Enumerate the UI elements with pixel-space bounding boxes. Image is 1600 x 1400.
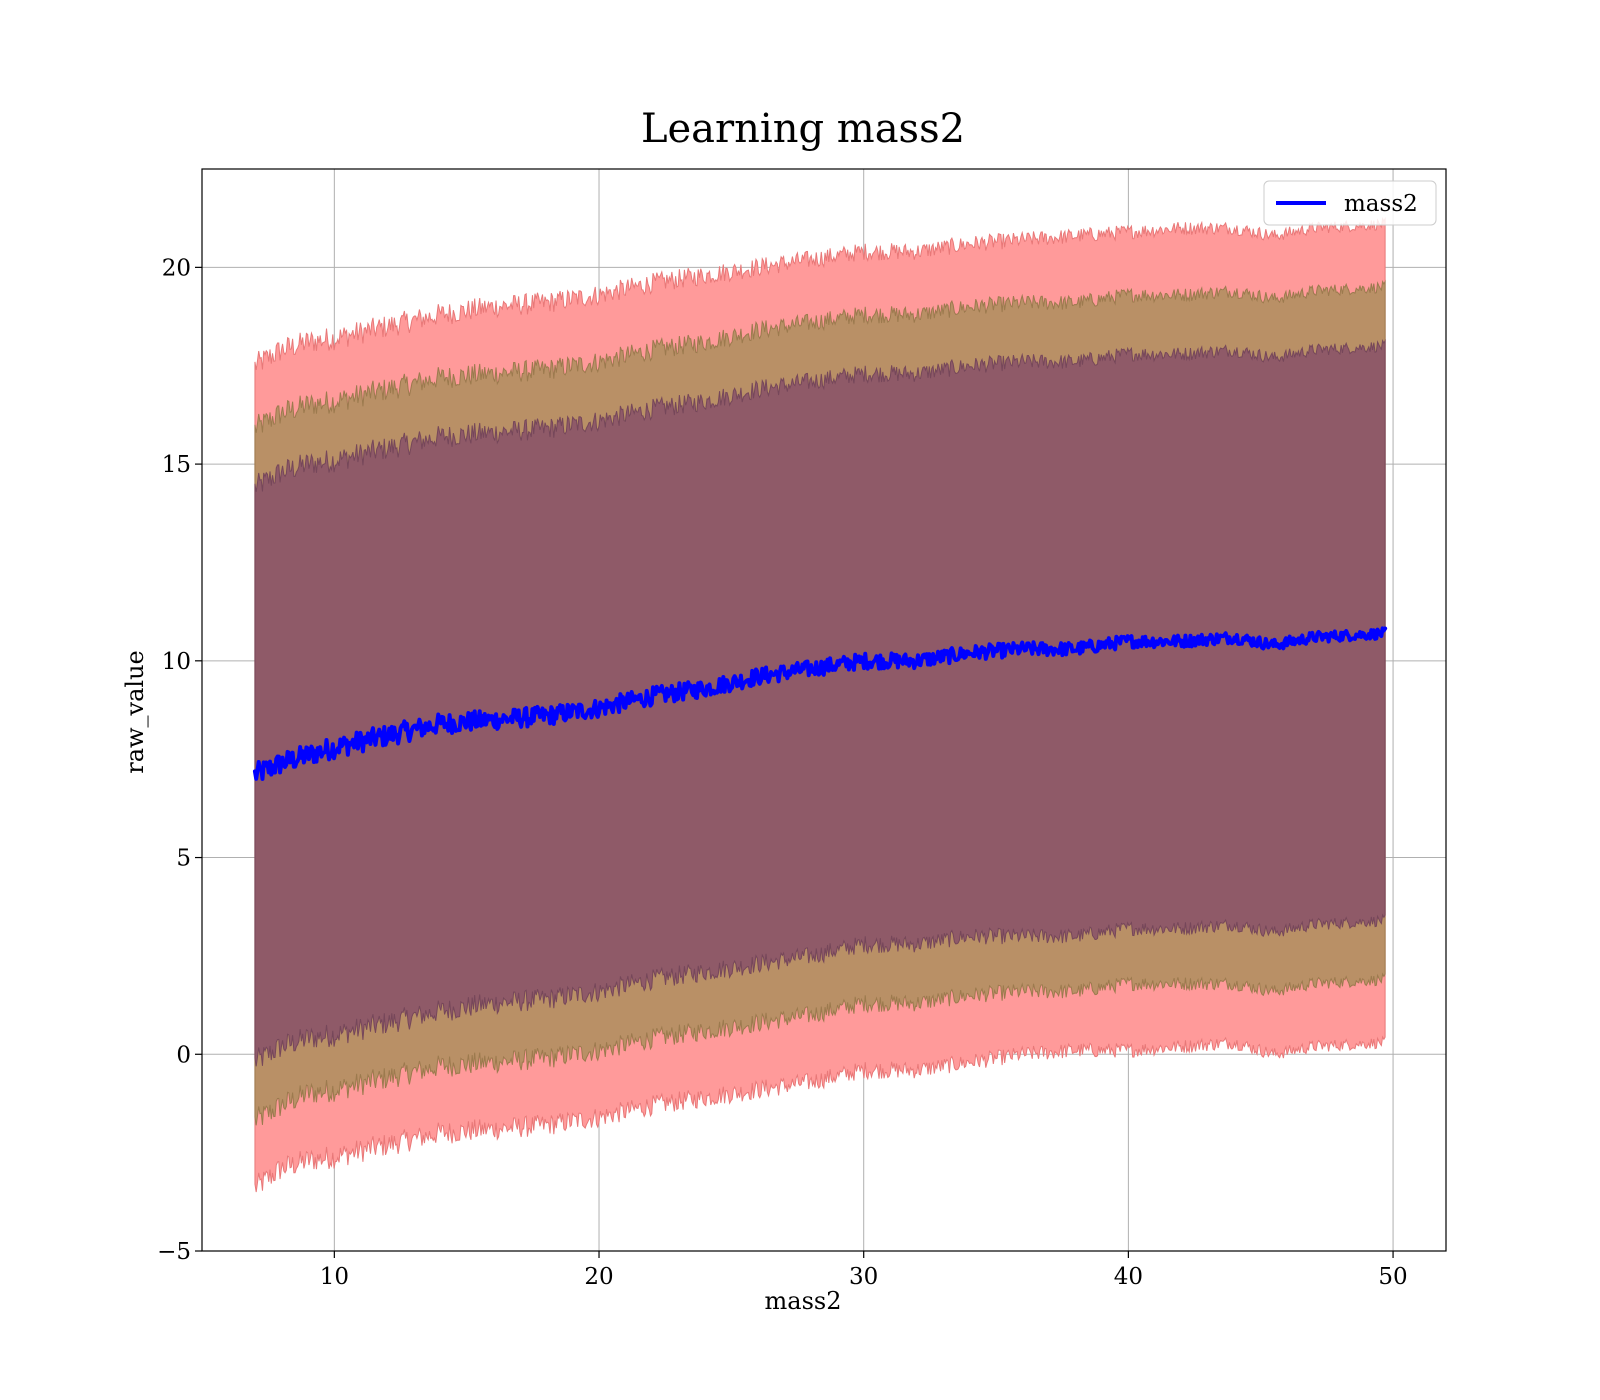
plot-area: 10 20 30 40 50 −5 0 5 10 15 20 (157, 168, 1447, 1290)
x-tick-label: 10 (320, 1264, 349, 1290)
confidence-bands (254, 216, 1386, 1193)
band-1sigma (254, 338, 1386, 1067)
x-tick-label: 20 (584, 1264, 613, 1290)
series (252, 626, 1388, 781)
y-tick-label: 5 (176, 846, 191, 872)
y-tick-label: −5 (157, 1239, 191, 1265)
plot-frame (201, 168, 1447, 1252)
legend: mass2 (1263, 180, 1437, 226)
y-tick-label: 15 (162, 452, 191, 478)
x-tick-label: 50 (1378, 1264, 1407, 1290)
y-tick-label: 10 (162, 649, 191, 675)
x-axis-label: mass2 (765, 1287, 842, 1315)
legend-box (1263, 180, 1437, 226)
y-tick-label: 0 (176, 1042, 191, 1068)
y-tick-label: 20 (162, 255, 191, 281)
series-line-mass2 (252, 626, 1388, 781)
y-axis-label: raw_value (121, 650, 149, 774)
axis-ticks: 10 20 30 40 50 −5 0 5 10 15 20 (157, 255, 1408, 1290)
legend-label-mass2: mass2 (1344, 191, 1418, 217)
x-tick-label: 30 (849, 1264, 878, 1290)
chart-title: Learning mass2 (641, 106, 965, 152)
x-tick-label: 40 (1114, 1264, 1143, 1290)
